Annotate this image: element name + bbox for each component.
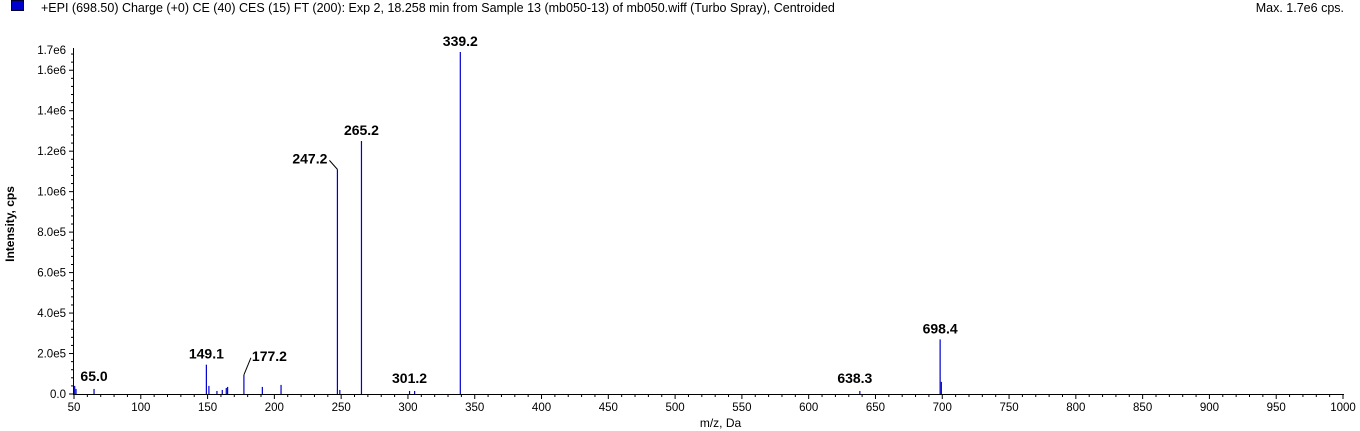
spectrum-header: +EPI (698.50) Charge (+0) CE (40) CES (1… <box>0 0 1360 18</box>
y-tick-label: 8.0e5 <box>37 227 66 239</box>
peak-label: 149.1 <box>189 346 224 362</box>
y-tick-label: 1.0e6 <box>37 187 66 199</box>
x-axis-title: m/z, Da <box>700 416 742 430</box>
x-tick-label: 950 <box>1267 402 1286 414</box>
peak-label: 638.3 <box>837 370 872 386</box>
peak-label: 177.2 <box>252 348 287 364</box>
x-tick-label: 500 <box>666 402 685 414</box>
x-tick-label: 800 <box>1066 402 1085 414</box>
series-color-swatch[interactable] <box>11 0 24 11</box>
x-tick-label: 900 <box>1200 402 1219 414</box>
peak-label: 247.2 <box>292 150 327 166</box>
x-tick-label: 600 <box>799 402 818 414</box>
x-tick-label: 350 <box>465 402 484 414</box>
y-axis-title: Intensity, cps <box>3 186 17 262</box>
x-tick-label: 700 <box>933 402 952 414</box>
x-tick-label: 400 <box>532 402 551 414</box>
peak-label: 339.2 <box>443 33 478 49</box>
x-tick-label: 100 <box>131 402 150 414</box>
axes-layer <box>73 48 1344 395</box>
peak-label-leader <box>329 160 338 170</box>
x-tick-label: 1000 <box>1330 402 1356 414</box>
x-tick-label: 50 <box>68 402 81 414</box>
x-tick-label: 300 <box>398 402 417 414</box>
y-tick-label: 0.0 <box>50 389 66 401</box>
x-tick-label: 450 <box>599 402 618 414</box>
max-intensity-label: Max. 1.7e6 cps. <box>1255 1 1344 15</box>
x-tick-label: 650 <box>866 402 885 414</box>
x-tick-label: 550 <box>732 402 751 414</box>
peak-label-leader <box>243 357 252 375</box>
y-tick-label: 1.6e6 <box>37 65 66 77</box>
x-tick-label: 200 <box>265 402 284 414</box>
y-tick-label: 1.7e6 <box>37 45 66 57</box>
spectrum-title: +EPI (698.50) Charge (+0) CE (40) CES (1… <box>41 1 835 15</box>
y-tick-label: 4.0e5 <box>37 308 66 320</box>
peak-label: 265.2 <box>344 122 379 138</box>
x-tick-label: 750 <box>999 402 1018 414</box>
peak-label: 698.4 <box>923 320 958 336</box>
x-tick-label: 850 <box>1133 402 1152 414</box>
y-tick-label: 1.4e6 <box>37 106 66 118</box>
y-axis-ticks: 0.0 2.0e5 4.0e5 6.0e5 8.0e5 1.0e6 1.2e6 1.4e6 1.… <box>37 45 74 401</box>
peaks-layer <box>74 52 942 394</box>
y-tick-label: 1.2e6 <box>37 146 66 158</box>
x-axis-ticks: 50 100 150 200 250 300 350 400 450 500 550 600 650 70… <box>68 394 1356 414</box>
x-tick-label: 250 <box>332 402 351 414</box>
y-tick-label: 6.0e5 <box>37 268 66 280</box>
peak-label: 301.2 <box>392 370 427 386</box>
peak-labels: 65.0 149.1 177.2 247.2 265.2 301.2 339.2 638.3 6… <box>80 33 957 386</box>
y-tick-label: 2.0e5 <box>37 349 66 361</box>
peak-label: 65.0 <box>80 368 107 384</box>
x-tick-label: 150 <box>198 402 217 414</box>
